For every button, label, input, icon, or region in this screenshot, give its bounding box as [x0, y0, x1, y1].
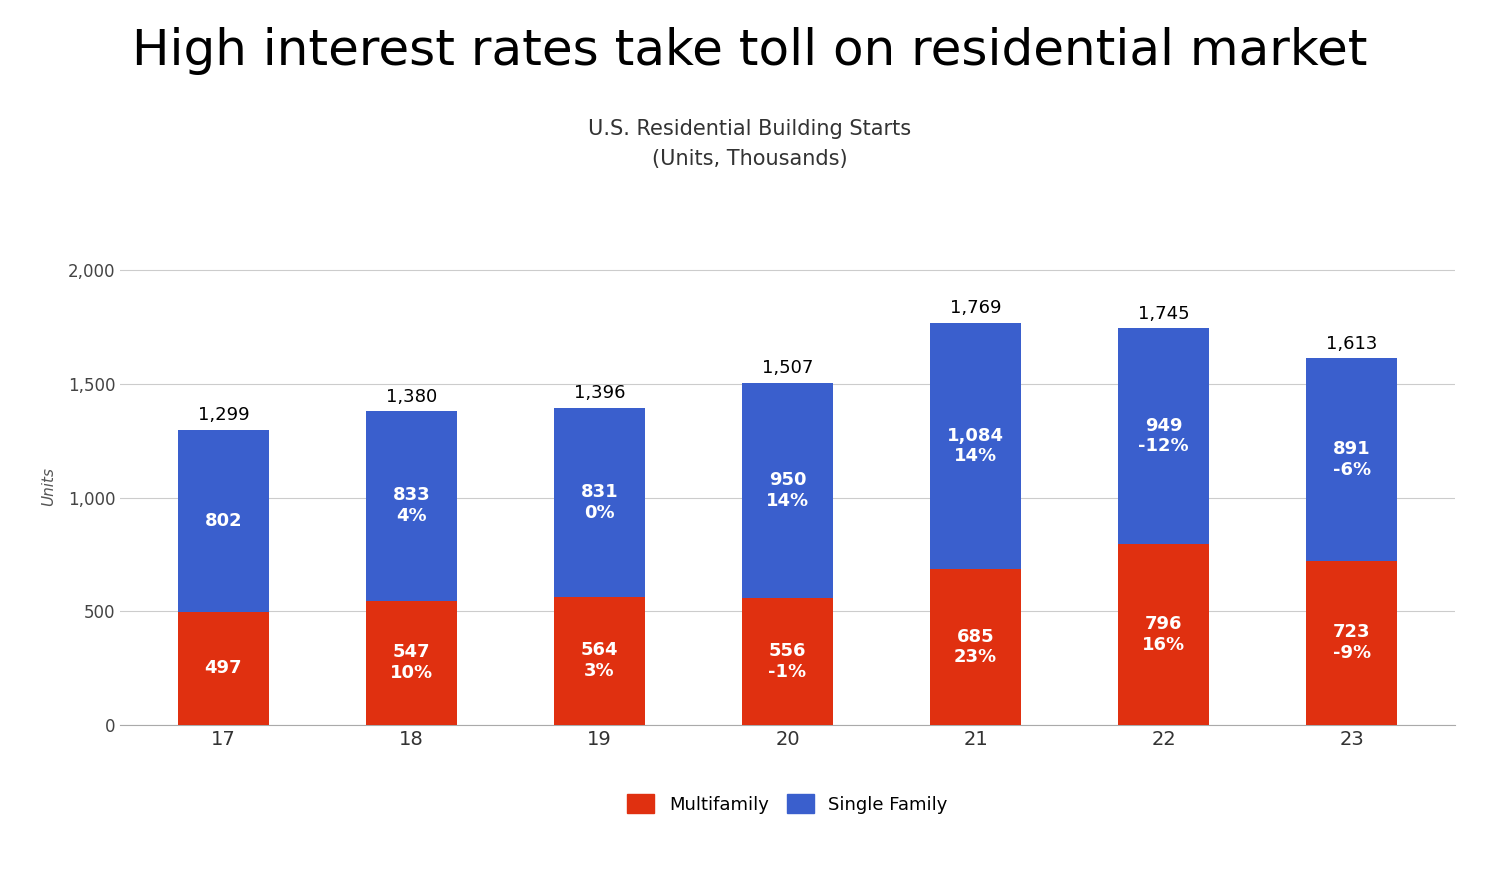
Text: 564
3%: 564 3% — [580, 642, 618, 680]
Text: 723
-9%: 723 -9% — [1332, 623, 1371, 662]
Text: 949
-12%: 949 -12% — [1138, 416, 1190, 455]
Bar — [366, 600, 456, 725]
Bar — [930, 323, 1020, 569]
Bar — [555, 597, 645, 725]
Y-axis label: Units: Units — [42, 467, 57, 506]
Text: 1,507: 1,507 — [762, 359, 813, 377]
Text: 891
-6%: 891 -6% — [1332, 440, 1371, 478]
Bar — [930, 569, 1020, 725]
Text: 802: 802 — [204, 512, 242, 530]
Bar — [1119, 544, 1209, 725]
Bar — [1306, 560, 1396, 725]
Bar — [178, 430, 268, 612]
Text: 1,299: 1,299 — [198, 406, 249, 424]
Text: 685
23%: 685 23% — [954, 628, 998, 667]
Text: 1,396: 1,396 — [573, 384, 626, 402]
Text: High interest rates take toll on residential market: High interest rates take toll on residen… — [132, 27, 1368, 74]
Text: U.S. Residential Building Starts
(Units, Thousands): U.S. Residential Building Starts (Units,… — [588, 119, 912, 169]
Legend: Multifamily, Single Family: Multifamily, Single Family — [620, 787, 956, 821]
Bar — [555, 408, 645, 597]
Text: 950
14%: 950 14% — [766, 471, 808, 510]
Bar — [1306, 358, 1396, 560]
Text: 1,769: 1,769 — [950, 299, 1002, 317]
Bar — [366, 411, 456, 600]
Text: 833
4%: 833 4% — [393, 486, 430, 525]
Bar — [742, 383, 833, 598]
Text: 547
10%: 547 10% — [390, 644, 433, 682]
Text: 1,084
14%: 1,084 14% — [946, 427, 1004, 465]
Text: 1,380: 1,380 — [386, 387, 436, 406]
Text: 831
0%: 831 0% — [580, 483, 618, 522]
Bar — [178, 612, 268, 725]
Text: 497: 497 — [204, 659, 242, 677]
Text: 796
16%: 796 16% — [1142, 615, 1185, 654]
Bar — [1119, 328, 1209, 544]
Text: 1,613: 1,613 — [1326, 334, 1377, 353]
Bar — [742, 598, 833, 725]
Text: 556
-1%: 556 -1% — [768, 643, 807, 681]
Text: 1,745: 1,745 — [1137, 304, 1190, 323]
